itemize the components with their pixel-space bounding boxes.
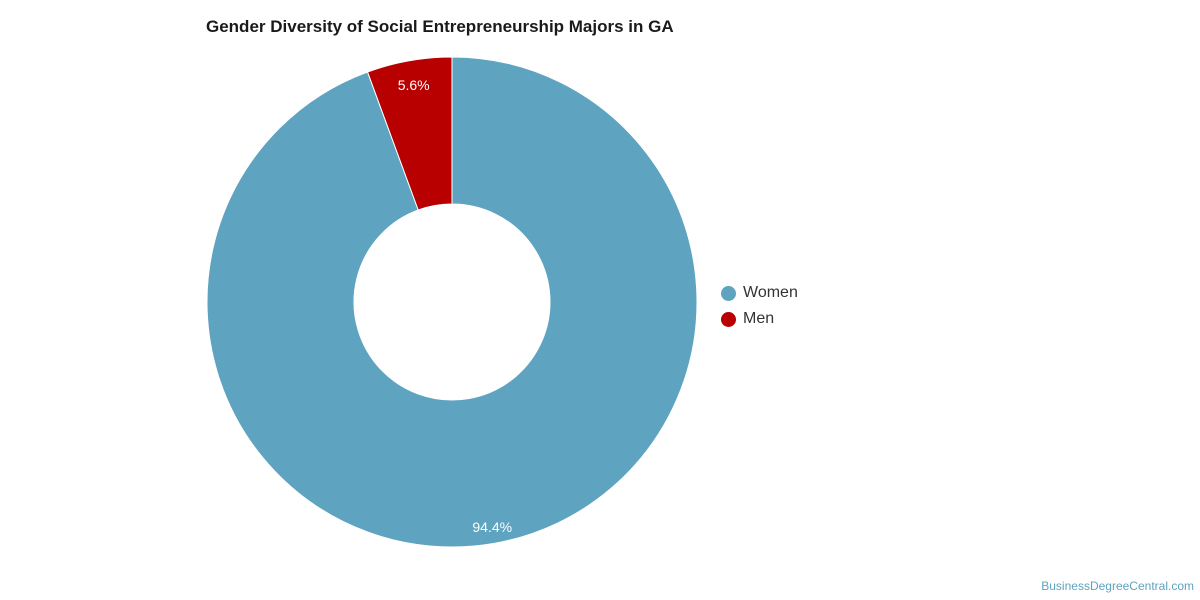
pie-slice-women[interactable] <box>206 56 698 548</box>
legend: Women Men <box>721 280 798 332</box>
legend-item-men[interactable]: Men <box>721 306 798 332</box>
pie-label-men: 5.6% <box>398 77 430 93</box>
pie-slices <box>206 56 698 548</box>
pie-label-women: 94.4% <box>472 519 512 535</box>
source-credit-link[interactable]: BusinessDegreeCentral.com <box>1041 579 1194 593</box>
legend-item-women[interactable]: Women <box>721 280 798 306</box>
pie-data-labels: 94.4% 5.6% <box>398 77 512 535</box>
chart-title: Gender Diversity of Social Entrepreneurs… <box>206 17 674 36</box>
legend-swatch-men <box>721 311 736 327</box>
legend-swatch-women <box>721 285 736 301</box>
pie-slice-men[interactable] <box>366 56 453 211</box>
legend-label-women: Women <box>743 284 798 301</box>
legend-label-men: Men <box>743 310 775 327</box>
